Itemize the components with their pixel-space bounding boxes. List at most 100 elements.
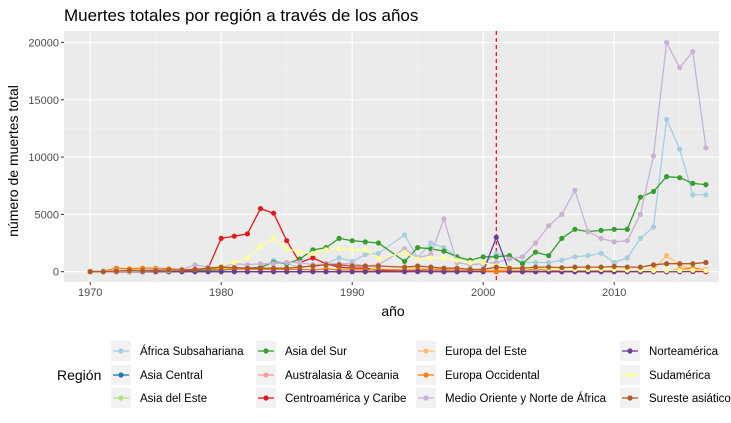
x-axis-title: año	[381, 303, 405, 319]
legend-item: África Subsahariana	[111, 341, 244, 361]
data-point	[218, 235, 224, 241]
data-point	[533, 259, 539, 266]
data-point	[677, 267, 683, 274]
data-point	[140, 267, 146, 274]
data-point	[415, 245, 421, 251]
data-point	[87, 269, 93, 275]
data-point	[664, 116, 670, 122]
data-point	[310, 269, 316, 275]
data-point	[297, 259, 303, 266]
data-point	[546, 259, 552, 266]
data-point	[205, 265, 211, 271]
data-point	[375, 240, 381, 246]
data-point	[349, 269, 355, 275]
data-point	[362, 247, 368, 253]
data-point	[192, 262, 198, 268]
legend-label: Sureste asiático	[649, 393, 731, 405]
data-point	[362, 239, 368, 245]
legend-label: Norteamérica	[649, 346, 719, 358]
data-point	[650, 267, 657, 274]
data-point	[493, 254, 499, 260]
data-point	[637, 194, 644, 200]
data-point	[703, 182, 709, 188]
data-point	[519, 265, 526, 271]
y-tick-label: 10000	[28, 152, 59, 164]
data-point	[441, 255, 447, 261]
data-point	[179, 267, 185, 273]
data-point	[533, 264, 539, 270]
data-point	[441, 248, 447, 254]
legend-key-point	[627, 395, 633, 401]
data-point	[559, 235, 565, 241]
data-point	[480, 266, 486, 272]
data-point	[271, 235, 277, 241]
data-point	[546, 223, 552, 229]
data-point	[677, 65, 683, 71]
data-point	[257, 243, 264, 250]
legend-label: Australasia & Oceania	[285, 370, 399, 382]
data-point	[231, 269, 237, 275]
data-point	[572, 226, 578, 232]
data-point	[349, 263, 355, 269]
legend-label: Asia del Este	[140, 393, 207, 405]
data-point	[454, 265, 460, 271]
data-point	[362, 251, 368, 258]
data-point	[664, 39, 670, 46]
data-point	[611, 259, 617, 266]
data-point	[113, 268, 119, 274]
data-point	[415, 263, 421, 269]
data-point	[624, 264, 630, 270]
data-point	[218, 264, 224, 270]
legend-item: Sureste asiático	[620, 388, 731, 408]
data-point	[559, 257, 565, 263]
data-point	[637, 264, 644, 270]
data-point	[428, 269, 434, 275]
data-point	[244, 265, 250, 271]
data-point	[336, 269, 342, 275]
x-tick-label: 2000	[471, 287, 495, 299]
data-point	[546, 253, 552, 259]
data-point	[349, 238, 355, 244]
data-point	[493, 264, 499, 270]
data-point	[585, 264, 591, 270]
legend-item: Medio Oriente y Norte de África	[416, 388, 607, 408]
data-point	[611, 263, 617, 270]
data-point	[677, 146, 683, 152]
data-point	[480, 259, 486, 266]
data-point	[231, 259, 237, 266]
data-point	[284, 238, 290, 244]
data-point	[257, 206, 264, 212]
y-tick-label: 0	[53, 267, 59, 279]
x-tick-label: 1970	[78, 287, 102, 299]
data-point	[664, 253, 670, 259]
legend-key-point	[263, 395, 269, 401]
series-11	[87, 259, 709, 275]
data-point	[126, 267, 133, 274]
data-point	[402, 249, 408, 255]
data-point	[598, 264, 604, 270]
data-point	[624, 226, 630, 232]
legend-key-point	[423, 348, 429, 354]
data-point	[467, 266, 473, 272]
legend-label: África Subsahariana	[140, 345, 244, 358]
data-point	[559, 265, 565, 271]
legend-item: Asia del Sur	[256, 341, 347, 361]
data-point	[546, 264, 552, 270]
chart-title: Muertes totales por región a través de l…	[64, 6, 418, 25]
data-point	[375, 256, 381, 262]
x-tick-label: 1980	[209, 287, 233, 299]
data-point	[690, 180, 696, 186]
data-point	[585, 253, 591, 259]
data-point	[441, 216, 447, 222]
data-point	[690, 49, 696, 55]
data-point	[349, 247, 355, 253]
legend-key-point	[263, 348, 269, 354]
data-point	[375, 250, 381, 256]
data-point	[533, 249, 539, 255]
data-point	[231, 265, 237, 271]
data-point	[703, 259, 709, 266]
data-point	[271, 210, 277, 216]
x-axis: 1970 1980 1990 2000 2010	[78, 282, 626, 299]
data-point	[703, 192, 709, 198]
